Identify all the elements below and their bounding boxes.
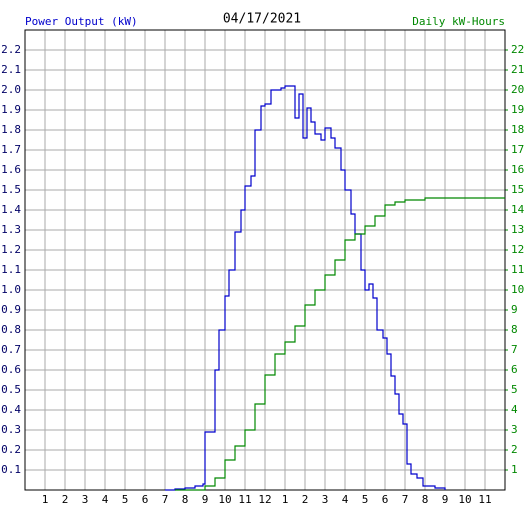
x-tick-label: 11 [238, 493, 251, 506]
chart-title: 04/17/2021 [223, 12, 301, 27]
y-tick-label: 1.8 [1, 123, 21, 136]
y2-axis-label: Daily kW-Hours [412, 15, 505, 28]
y-tick-label: 0.4 [1, 403, 21, 416]
y2-tick-label: 17 [511, 143, 524, 156]
x-tick-label: 10 [218, 493, 231, 506]
x-tick-label: 4 [102, 493, 109, 506]
x-tick-label: 7 [402, 493, 409, 506]
y2-tick-label: 3 [511, 423, 518, 436]
y-axis-label: Power Output (kW) [25, 15, 138, 28]
x-tick-label: 2 [62, 493, 69, 506]
y-tick-label: 1.2 [1, 243, 21, 256]
series-line [175, 197, 505, 491]
x-tick-label: 8 [422, 493, 429, 506]
y-tick-label: 0.3 [1, 423, 21, 436]
y2-tick-label: 16 [511, 163, 524, 176]
x-tick-label: 12 [258, 493, 271, 506]
y2-tick-label: 14 [511, 203, 525, 216]
y-tick-label: 1.4 [1, 203, 21, 216]
y-tick-label: 1.9 [1, 103, 21, 116]
y-tick-label: 1.3 [1, 223, 21, 236]
y-tick-label: 0.9 [1, 303, 21, 316]
x-tick-label: 7 [162, 493, 169, 506]
x-tick-label: 4 [342, 493, 349, 506]
y-tick-label: 1.7 [1, 143, 21, 156]
y2-tick-label: 8 [511, 323, 518, 336]
x-tick-label: 5 [362, 493, 369, 506]
y2-tick-label: 13 [511, 223, 524, 236]
y-tick-label: 0.7 [1, 343, 21, 356]
y2-tick-label: 7 [511, 343, 518, 356]
y2-tick-label: 21 [511, 63, 524, 76]
x-tick-label: 9 [442, 493, 449, 506]
y2-tick-label: 19 [511, 103, 524, 116]
y-tick-label: 1.6 [1, 163, 21, 176]
y-tick-label: 0.8 [1, 323, 21, 336]
x-tick-label: 6 [382, 493, 389, 506]
y2-tick-label: 20 [511, 83, 524, 96]
plot-border [24, 29, 506, 491]
x-tick-label: 11 [478, 493, 491, 506]
y2-tick-label: 22 [511, 43, 524, 56]
y-tick-label: 0.6 [1, 363, 21, 376]
y2-tick-label: 6 [511, 363, 518, 376]
y2-tick-label: 12 [511, 243, 524, 256]
y2-tick-label: 1 [511, 463, 518, 476]
y-tick-label: 1.5 [1, 183, 21, 196]
x-tick-label: 10 [458, 493, 471, 506]
y-tick-label: 0.5 [1, 383, 21, 396]
x-tick-label: 2 [302, 493, 309, 506]
y2-tick-label: 10 [511, 283, 524, 296]
x-tick-label: 9 [202, 493, 209, 506]
x-tick-label: 8 [182, 493, 189, 506]
y2-tick-label: 18 [511, 123, 524, 136]
x-tick-label: 3 [322, 493, 329, 506]
y2-tick-label: 15 [511, 183, 524, 196]
y2-tick-label: 11 [511, 263, 524, 276]
y2-tick-label: 4 [511, 403, 518, 416]
x-tick-label: 3 [82, 493, 89, 506]
x-tick-label: 1 [42, 493, 49, 506]
x-tick-label: 6 [142, 493, 149, 506]
y-tick-label: 1.1 [1, 263, 21, 276]
x-tick-label: 1 [282, 493, 289, 506]
y-tick-label: 2.1 [1, 63, 21, 76]
y2-tick-label: 9 [511, 303, 518, 316]
x-tick-label: 5 [122, 493, 129, 506]
y-tick-label: 0.2 [1, 443, 21, 456]
y2-tick-label: 2 [511, 443, 518, 456]
y-tick-label: 2.0 [1, 83, 21, 96]
y-tick-label: 0.1 [1, 463, 21, 476]
y2-tick-label: 5 [511, 383, 518, 396]
y-tick-label: 1.0 [1, 283, 21, 296]
series-line [165, 85, 446, 491]
y-tick-label: 2.2 [1, 43, 21, 56]
